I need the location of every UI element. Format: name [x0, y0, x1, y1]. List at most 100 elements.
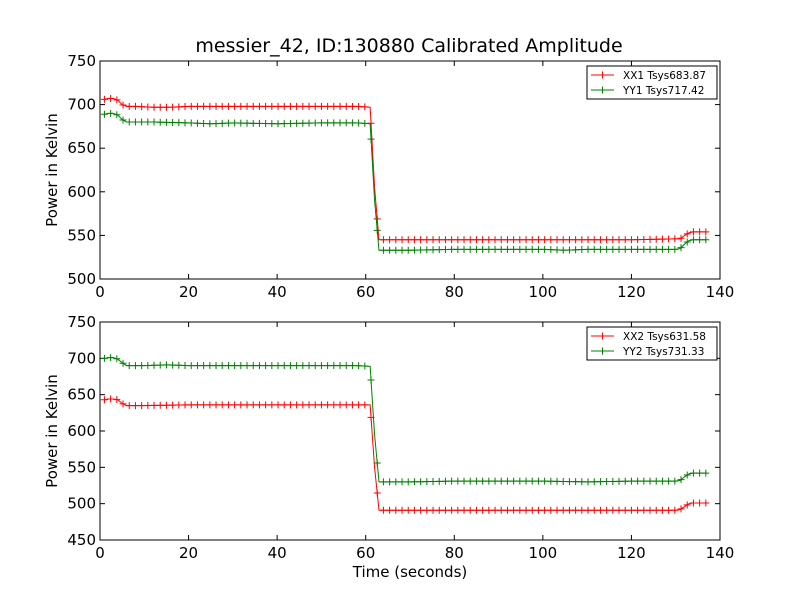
data-point-marker — [485, 245, 493, 253]
data-point-marker — [702, 236, 710, 244]
data-point-marker — [541, 236, 549, 244]
data-point-marker — [268, 362, 276, 370]
data-point-marker — [441, 246, 449, 254]
data-point-marker — [193, 119, 201, 127]
data-point-marker — [460, 236, 468, 244]
data-point-marker — [479, 245, 487, 253]
data-point-marker — [355, 119, 363, 127]
chart-title: messier_42, ID:130880 Calibrated Amplitu… — [195, 35, 622, 57]
data-point-marker — [547, 246, 555, 254]
data-point-marker — [342, 401, 350, 409]
data-point-marker — [156, 361, 164, 369]
data-point-marker — [268, 102, 276, 110]
data-point-marker — [361, 103, 369, 111]
data-point-marker — [299, 102, 307, 110]
data-point-marker — [578, 236, 586, 244]
data-point-marker — [522, 236, 530, 244]
data-point-marker — [429, 236, 437, 244]
data-point-marker — [317, 119, 325, 127]
data-point-marker — [193, 102, 201, 110]
data-point-marker — [386, 478, 394, 486]
data-point-marker — [274, 120, 282, 128]
data-point-marker — [696, 469, 704, 477]
data-point-marker — [516, 506, 524, 514]
data-point-marker — [423, 478, 431, 486]
data-point-marker — [603, 478, 611, 486]
data-point-marker — [348, 119, 356, 127]
data-point-marker — [448, 236, 456, 244]
data-point-marker — [541, 477, 549, 485]
data-point-marker — [237, 362, 245, 370]
data-point-marker — [348, 401, 356, 409]
data-point-marker — [441, 477, 449, 485]
data-point-marker — [373, 489, 381, 497]
data-point-marker — [311, 401, 319, 409]
data-point-marker — [212, 401, 220, 409]
data-point-marker — [311, 102, 319, 110]
data-point-marker — [162, 401, 170, 409]
data-point-marker — [255, 362, 263, 370]
data-point-marker — [299, 119, 307, 127]
data-point-marker — [200, 362, 208, 370]
data-point-marker — [696, 228, 704, 236]
data-point-marker — [330, 401, 338, 409]
data-point-marker — [255, 119, 263, 127]
data-point-marker — [640, 506, 648, 514]
legend-marker — [599, 71, 606, 79]
data-point-marker — [534, 236, 542, 244]
legend-marker — [599, 332, 606, 340]
data-point-marker — [231, 362, 239, 370]
data-point-marker — [572, 478, 580, 486]
y-tick-label: 500 — [67, 495, 96, 513]
data-point-marker — [485, 477, 493, 485]
data-point-marker — [689, 236, 697, 244]
data-point-marker — [181, 401, 189, 409]
data-point-marker — [528, 245, 536, 253]
data-point-marker — [584, 478, 592, 486]
data-point-marker — [113, 96, 121, 104]
data-point-marker — [187, 119, 195, 127]
data-point-marker — [175, 401, 183, 409]
data-point-marker — [218, 401, 226, 409]
data-point-marker — [466, 245, 474, 253]
data-point-marker — [100, 396, 108, 404]
data-point-marker — [398, 246, 406, 254]
y-axis-label: Power in Kelvin — [43, 113, 61, 227]
data-point-marker — [324, 362, 332, 370]
data-point-marker — [187, 362, 195, 370]
y-tick-label: 550 — [67, 458, 96, 476]
data-point-marker — [324, 102, 332, 110]
data-point-marker — [392, 236, 400, 244]
data-point-marker — [187, 102, 195, 110]
data-point-marker — [435, 477, 443, 485]
x-tick-label: 60 — [356, 283, 375, 301]
data-point-marker — [144, 402, 152, 410]
data-point-marker — [262, 401, 270, 409]
data-point-marker — [640, 477, 648, 485]
data-point-marker — [510, 477, 518, 485]
data-point-marker — [609, 245, 617, 253]
data-point-marker — [373, 459, 381, 467]
data-point-marker — [169, 103, 177, 111]
legend-marker — [599, 347, 606, 355]
data-point-marker — [330, 362, 338, 370]
data-point-marker — [156, 401, 164, 409]
data-point-marker — [441, 506, 449, 514]
data-point-marker — [404, 478, 412, 486]
data-point-marker — [634, 236, 642, 244]
data-point-marker — [572, 236, 580, 244]
data-point-marker — [510, 236, 518, 244]
data-point-marker — [646, 245, 654, 253]
data-point-marker — [528, 477, 536, 485]
data-point-marker — [590, 478, 598, 486]
data-point-marker — [603, 236, 611, 244]
legend: XX1 Tsys683.87 YY1 Tsys717.42 — [586, 65, 718, 100]
y-tick-label: 500 — [67, 270, 96, 288]
data-point-marker — [640, 236, 648, 244]
data-point-marker — [460, 477, 468, 485]
data-point-marker — [621, 245, 629, 253]
data-point-marker — [634, 477, 642, 485]
data-point-marker — [361, 401, 369, 409]
data-point-marker — [156, 103, 164, 111]
data-point-marker — [138, 118, 146, 126]
